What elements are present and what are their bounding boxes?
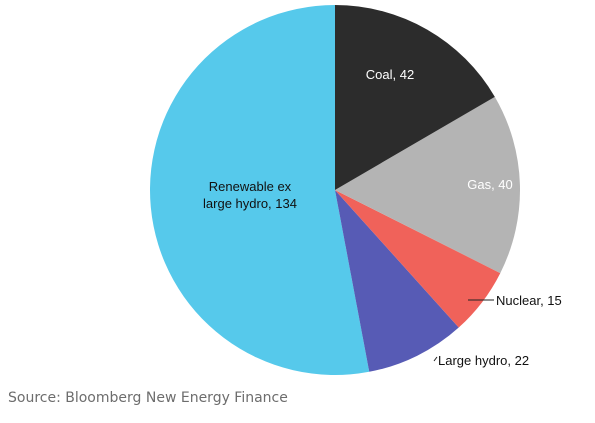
slice-label: Large hydro, 22 — [438, 353, 530, 368]
pie-slice — [150, 5, 370, 375]
slice-label: Gas, 40 — [467, 177, 513, 192]
source-note: Source: Bloomberg New Energy Finance — [8, 390, 288, 406]
slice-label: Coal, 42 — [365, 67, 415, 82]
pie-slice — [335, 190, 459, 372]
pie-slice — [335, 96, 521, 274]
pie-slice — [335, 190, 501, 328]
pie-slice — [335, 5, 495, 190]
slice-label: Renewable ex large hydro, 134 — [203, 179, 297, 211]
slice-label: Nuclear, 15 — [496, 293, 562, 308]
leader-line — [433, 356, 438, 362]
